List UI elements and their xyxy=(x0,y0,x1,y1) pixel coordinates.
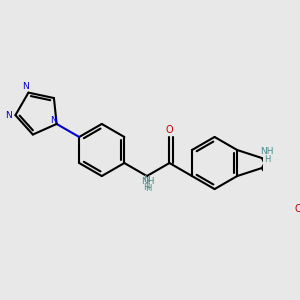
Text: NH: NH xyxy=(260,147,273,156)
Text: N: N xyxy=(143,176,150,184)
Text: O: O xyxy=(166,125,173,136)
Text: H: H xyxy=(145,184,152,193)
Text: N: N xyxy=(50,116,57,124)
Text: H: H xyxy=(143,183,150,192)
Text: O: O xyxy=(294,204,300,214)
Text: H: H xyxy=(264,155,270,164)
Text: NH: NH xyxy=(141,177,155,186)
Text: N: N xyxy=(5,111,12,120)
Text: N: N xyxy=(22,82,29,91)
